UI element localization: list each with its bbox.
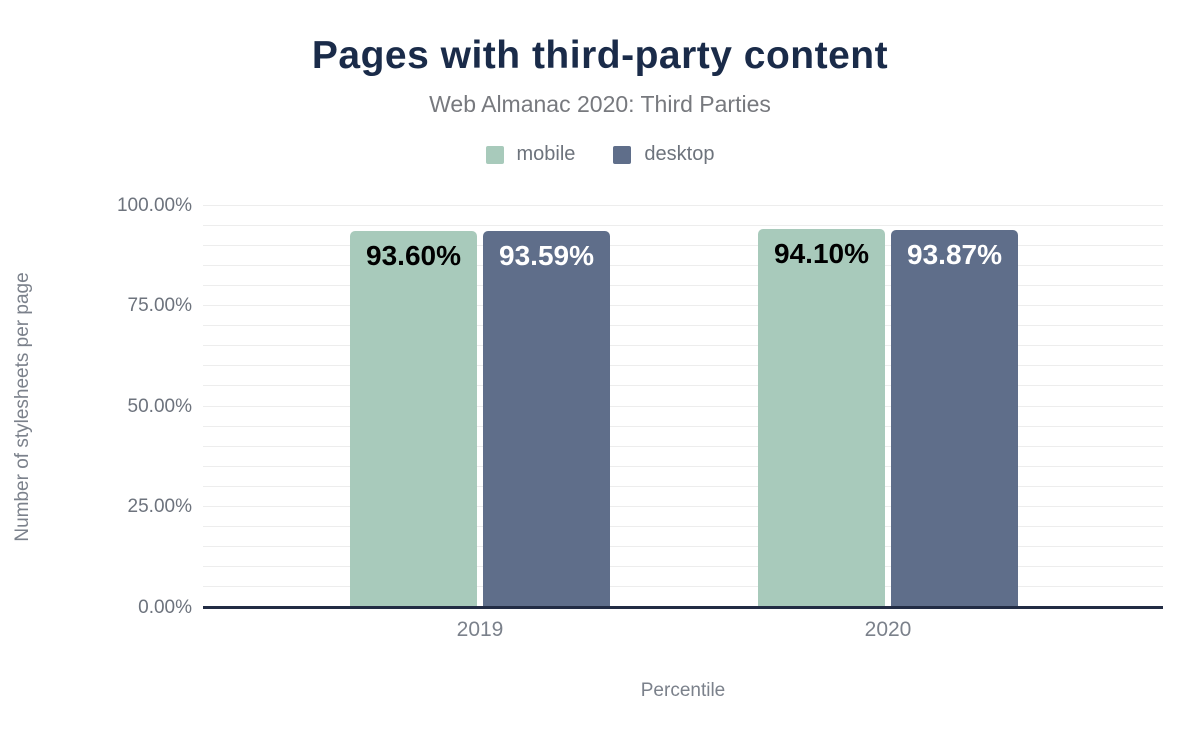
chart-subtitle: Web Almanac 2020: Third Parties: [429, 91, 771, 117]
legend-item-mobile[interactable]: mobile: [485, 143, 576, 166]
gridline: [203, 566, 1163, 568]
gridline: [203, 284, 1163, 286]
gridline: [203, 506, 1163, 507]
mobile-swatch-icon: [485, 145, 504, 164]
y-axis-title: Number of stylesheets per page: [12, 272, 33, 542]
bar-value-label: 94.10%: [774, 237, 869, 269]
y-tick-label: 100.00%: [116, 194, 192, 216]
gridline: [203, 586, 1163, 588]
bar-value-label: 93.87%: [907, 238, 1002, 270]
x-tick-label: 2020: [864, 618, 912, 641]
gridline: [203, 405, 1163, 407]
chart-title: Pages with third-party content: [311, 34, 889, 77]
y-tick-label: 75.00%: [127, 295, 192, 316]
bar[interactable]: 94.10%: [758, 228, 885, 607]
gridline: [203, 485, 1163, 487]
gridline: [203, 264, 1163, 266]
gridline: [203, 224, 1163, 226]
gridline: [203, 526, 1163, 528]
gridline: [203, 204, 1163, 206]
x-axis-line: [203, 605, 1163, 609]
gridline: [203, 365, 1163, 367]
legend: mobile desktop: [0, 143, 1200, 166]
x-tick-label: 2019: [456, 618, 504, 641]
y-tick-label: 50.00%: [127, 395, 192, 417]
gridline: [203, 244, 1163, 246]
bar[interactable]: 93.59%: [483, 230, 610, 607]
gridline: [203, 465, 1163, 467]
desktop-swatch-icon: [613, 145, 632, 164]
bar[interactable]: 93.60%: [350, 230, 477, 607]
x-axis-title: Percentile: [640, 680, 726, 701]
bar-value-label: 93.60%: [366, 239, 461, 271]
gridline: [203, 305, 1163, 306]
y-tick-label: 0.00%: [138, 596, 192, 618]
gridline: [203, 345, 1163, 347]
gridline: [203, 546, 1163, 548]
legend-item-desktop[interactable]: desktop: [613, 143, 714, 166]
bar-value-label: 93.59%: [499, 239, 594, 271]
legend-label: desktop: [644, 143, 715, 165]
bar[interactable]: 93.87%: [891, 229, 1018, 607]
y-tick-label: 25.00%: [127, 496, 192, 517]
legend-label: mobile: [516, 143, 576, 165]
gridline: [203, 445, 1163, 447]
gridline: [203, 385, 1163, 387]
gridline: [203, 425, 1163, 427]
gridline: [203, 325, 1163, 327]
